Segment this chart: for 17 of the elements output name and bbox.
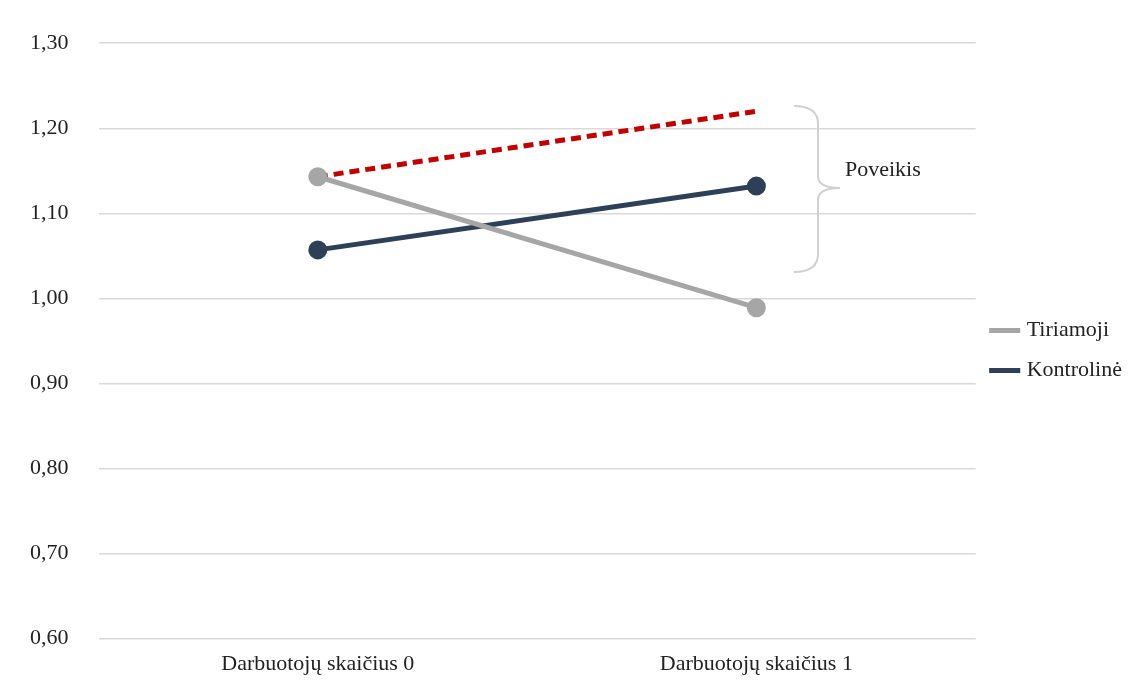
y-tick-label: 0,80: [30, 454, 69, 480]
y-tick-label: 1,10: [30, 199, 69, 225]
point: [746, 176, 766, 196]
legend-label: Tiriamoji: [1026, 316, 1110, 342]
y-tick-label: 0,70: [30, 539, 69, 565]
y-tick-label: 0,60: [30, 624, 69, 650]
y-tick-label: 1,20: [30, 114, 69, 140]
annotation: Poveikis: [845, 156, 921, 182]
x-tick-label: Darbuotojų skaičius 0: [221, 649, 415, 675]
point: [308, 167, 328, 187]
y-tick-label: 1,30: [30, 28, 69, 54]
point: [746, 298, 766, 318]
legend-label: Kontrolinė: [1026, 356, 1123, 382]
y-tick-label: 0,90: [30, 369, 69, 395]
point: [308, 240, 328, 260]
y-tick-label: 1,00: [30, 284, 69, 310]
x-tick-label: Darbuotojų skaičius 1: [659, 649, 853, 675]
